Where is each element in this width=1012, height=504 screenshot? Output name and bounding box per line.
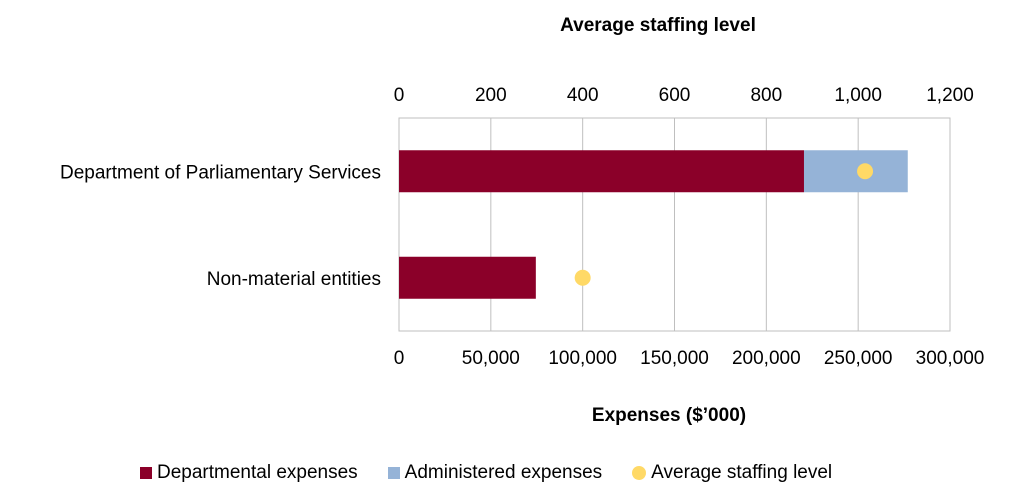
x2-tick-label: 0	[394, 85, 405, 106]
bottom-axis-ticks: 0 50,000 100,000 150,000 200,000 250,000 300,0…	[394, 348, 985, 369]
legend-item-administered: Administered expenses	[387, 462, 603, 484]
departmental-bar	[399, 256, 536, 299]
x-tick-label: 50,000	[462, 348, 520, 369]
legend: Departmental expenses Administered expen…	[140, 462, 862, 484]
bars	[399, 150, 908, 299]
staffing-markers	[574, 163, 874, 286]
bottom-axis-title: Expenses ($’000)	[592, 405, 746, 426]
departmental-swatch	[140, 467, 152, 479]
legend-item-staffing: Average staffing level	[632, 462, 832, 484]
legend-label-staffing: Average staffing level	[651, 462, 833, 483]
x-tick-label: 200,000	[732, 348, 801, 369]
x2-tick-label: 1,000	[834, 85, 882, 106]
top-axis-ticks: 0 200 400 600 800 1,000 1,200	[394, 85, 974, 106]
category-labels: Department of Parliamentary Services Non-…	[60, 162, 381, 290]
plot-area	[398, 117, 951, 332]
x-tick-label: 250,000	[824, 348, 893, 369]
gridlines	[490, 118, 859, 331]
x-tick-label: 300,000	[916, 348, 985, 369]
administered-bar	[803, 150, 908, 193]
legend-label-administered: Administered expenses	[404, 462, 603, 483]
x2-tick-label: 400	[567, 85, 599, 106]
x-tick-label: 0	[394, 348, 405, 369]
legend-label-departmental: Departmental expenses	[157, 462, 358, 483]
legend-item-departmental: Departmental expenses	[140, 462, 358, 484]
staffing-marker	[857, 163, 874, 180]
category-label: Department of Parliamentary Services	[60, 162, 381, 183]
staffing-marker-swatch	[632, 466, 647, 480]
top-axis-title: Average staffing level	[560, 15, 756, 36]
departmental-bar	[399, 150, 804, 193]
x-tick-label: 100,000	[548, 348, 617, 369]
x-tick-label: 150,000	[640, 348, 709, 369]
category-label: Non-material entities	[207, 269, 381, 290]
x2-tick-label: 200	[475, 85, 507, 106]
x2-tick-label: 800	[750, 85, 782, 106]
staffing-marker	[574, 269, 591, 286]
x2-tick-label: 600	[659, 85, 691, 106]
x2-tick-label: 1,200	[926, 85, 974, 106]
administered-swatch	[387, 467, 400, 479]
